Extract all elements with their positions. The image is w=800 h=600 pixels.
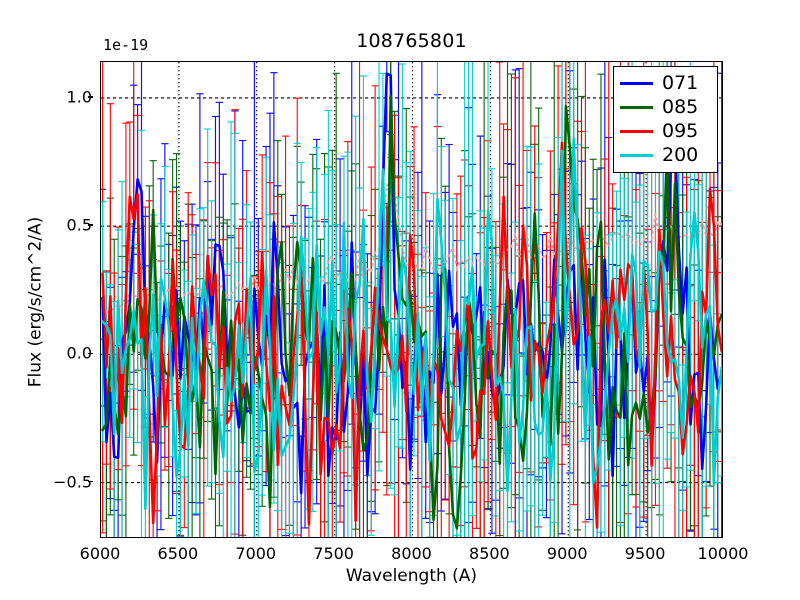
y-tick-label: 1.0 [66,87,92,107]
legend-item-095[interactable]: 095 [620,119,711,143]
x-tick-label: 7000 [235,544,277,563]
page-title: 108765801 [356,30,467,52]
y-axis-tick-labels: −0.5 0.0 0.5 1.0 [32,61,93,538]
legend-item-071[interactable]: 071 [620,71,711,95]
y-tick-mark [88,352,93,355]
legend-item-200[interactable]: 200 [620,143,711,167]
plot-canvas [101,62,722,537]
x-axis-tick-labels: 6000 6500 7000 7500 8000 8500 9000 9500 10000 [80,544,749,568]
legend-color-swatch [620,105,653,109]
legend-color-swatch [620,153,653,157]
x-tick-label: 6000 [79,544,121,563]
y-tick-mark [88,224,93,226]
y-axis-label: Flux (erg/s/cm^2/A) [25,216,46,388]
y-tick-label: −0.5 [53,472,92,492]
legend-label: 095 [662,119,699,142]
y-axis-offset-exponent: 1e-19 [103,36,149,54]
legend-label: 071 [662,71,699,94]
y-tick-label: 0.5 [66,215,92,235]
x-tick-label: 8500 [469,544,510,563]
legend-color-swatch [620,81,653,85]
x-tick-label: 8000 [391,544,432,563]
y-tick-label: 0.0 [66,343,92,363]
legend-label: 085 [662,95,699,118]
legend-color-swatch [620,129,653,133]
x-tick-label: 10000 [697,544,749,563]
legend[interactable]: 071 085 095 200 [613,66,718,173]
y-tick-mark [88,96,93,98]
legend-label: 200 [662,143,699,166]
y-tick-mark [88,480,93,483]
legend-item-085[interactable]: 085 [620,95,711,119]
x-tick-label: 9000 [546,544,588,563]
x-tick-label: 6500 [157,544,199,563]
series-line-200 [101,137,722,511]
x-tick-label: 7500 [313,544,354,563]
x-tick-label: 9500 [624,544,666,563]
x-axis-label: Wavelength (A) [345,566,478,586]
